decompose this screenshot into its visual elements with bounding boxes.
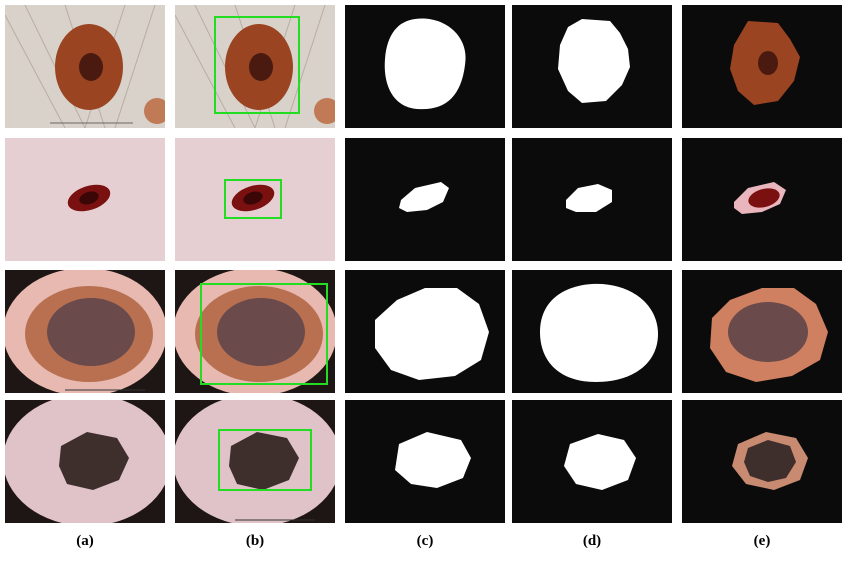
row3-boxed-image: [175, 270, 335, 393]
column-label-c: (c): [416, 533, 434, 549]
row3-mask-d: [512, 270, 672, 393]
row2-mask-d: [512, 138, 672, 261]
row4-segmented-lesion: [682, 400, 842, 523]
row3-original-image: [5, 270, 165, 393]
row2-original-image: [5, 138, 165, 261]
row2-segmented-lesion: [682, 138, 842, 261]
column-label-a: (a): [76, 533, 94, 549]
row2-mask-c: [345, 138, 505, 261]
row1-mask-d: [512, 5, 672, 128]
row3-mask-c: [345, 270, 505, 393]
row1-segmented-lesion: [682, 5, 842, 128]
row3-segmented-lesion: [682, 270, 842, 393]
row4-mask-c: [345, 400, 505, 523]
row4-original-image: [5, 400, 165, 523]
row2-boxed-image: [175, 138, 335, 261]
row4-boxed-image: [175, 400, 335, 523]
column-label-e: (e): [753, 533, 771, 549]
column-label-d: (d): [582, 533, 602, 549]
column-label-b: (b): [245, 533, 265, 549]
row4-mask-d: [512, 400, 672, 523]
row1-boxed-image: [175, 5, 335, 128]
row1-original-image: [5, 5, 165, 128]
row1-mask-c: [345, 5, 505, 128]
